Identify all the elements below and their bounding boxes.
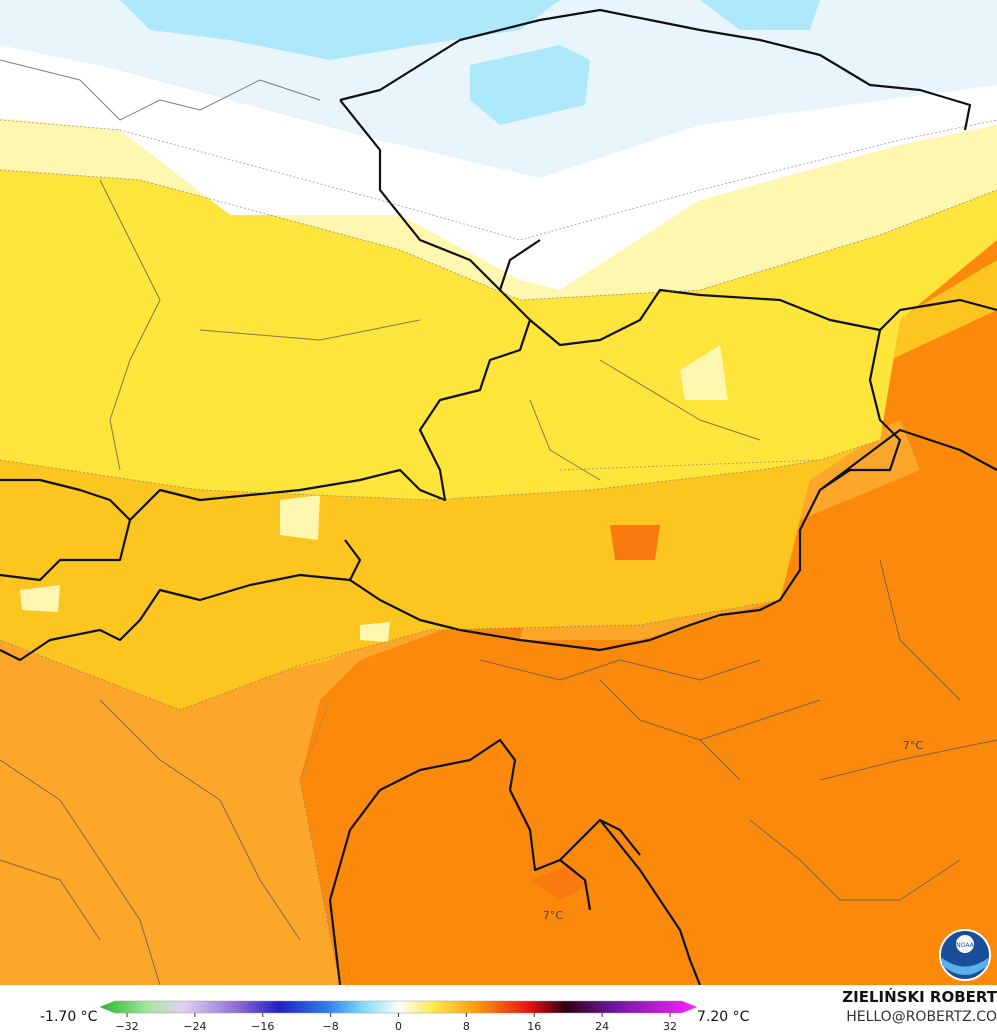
map-label: 7°C: [903, 739, 923, 752]
contour-line: [0, 119, 997, 985]
colorbar-tick-label: 8: [463, 1020, 470, 1033]
colorbar-tick-label: −32: [115, 1020, 138, 1033]
map-label: 7°C: [543, 909, 563, 922]
country-border: [0, 8, 997, 662]
min-value: -1.70 °C: [40, 1009, 98, 1025]
colorbar-tick-label: −24: [183, 1020, 206, 1033]
temperature-field: [0, 170, 997, 500]
temperature-field: [470, 45, 590, 125]
max-value: 7.20 °C: [697, 1009, 750, 1025]
temperature-field: [120, 0, 560, 60]
coastline: [328, 738, 702, 985]
region-border: [0, 59, 997, 985]
temperature-field: [0, 115, 997, 300]
logo-bird: [956, 935, 974, 953]
colorbar-ticks: −32 −24 −16 −8 0 8 16 24 32: [115, 1013, 677, 1033]
colorbar: [99, 1000, 698, 1014]
temperature-field: [700, 0, 820, 30]
noaa-logo: NOAA: [939, 929, 991, 981]
colorbar-tick-label: 16: [527, 1020, 541, 1033]
colorbar-tick-label: −8: [323, 1020, 339, 1033]
logo-wave: [942, 958, 988, 975]
map: 7°C 7°C NOAA: [0, 0, 997, 985]
contact: HELLO@ROBERTZ.CO: [846, 1009, 997, 1025]
colorbar-tick-label: 32: [663, 1020, 677, 1033]
temperature-field: [100, 560, 420, 690]
colorbar-tick-label: 0: [395, 1020, 402, 1033]
colorbar-tick-label: −16: [251, 1020, 274, 1033]
author: ZIELIŃSKI ROBERT: [842, 987, 997, 1006]
logo-text: NOAA: [956, 942, 974, 949]
colorbar-tick-label: 24: [595, 1020, 609, 1033]
